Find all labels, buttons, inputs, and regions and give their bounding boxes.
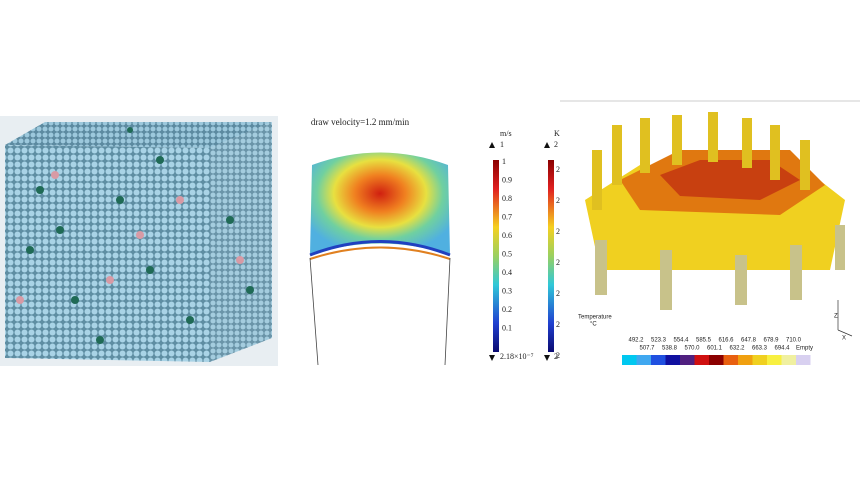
legend-label: 492.2	[628, 338, 644, 344]
legend-label: 507.7	[639, 346, 655, 352]
min-label: 2	[554, 352, 558, 361]
unit: m/s	[500, 129, 512, 138]
legend-swatch	[796, 355, 811, 365]
velocity-colorbar	[493, 160, 499, 352]
colorbar-label: 0.8	[502, 194, 512, 203]
legend-label: 647.8	[741, 338, 757, 344]
colorbar-label: 0.7	[502, 212, 512, 221]
legend-label: 585.5	[696, 338, 712, 344]
legend-swatch	[622, 355, 637, 365]
figure-title: draw velocity=1.2 mm/min	[311, 117, 410, 127]
max-label: 2	[554, 140, 558, 149]
legend-label: 710.0	[786, 338, 802, 344]
legend-swatch	[738, 355, 753, 365]
legend-swatch	[636, 355, 651, 365]
colorbar-label: 2	[556, 196, 560, 205]
legend-label: 601.1	[707, 346, 723, 352]
colorbar-label: 0.9	[502, 175, 512, 184]
outline	[309, 257, 451, 366]
arrow-up	[544, 142, 550, 148]
arrow-up	[489, 142, 495, 148]
colorbar-label: 2	[556, 227, 560, 236]
legend-swatch	[767, 355, 782, 365]
legend-label: Empty	[796, 346, 813, 352]
casting-hot	[660, 160, 800, 200]
flow-field	[310, 152, 450, 255]
legend-unit: °C	[590, 322, 597, 328]
colorbar-label: 0.3	[502, 286, 512, 295]
legend-label: 554.4	[673, 338, 689, 344]
legend-label: 523.3	[651, 338, 667, 344]
colorbar-label: 0.6	[502, 231, 512, 240]
colorbar-label: 0.1	[502, 323, 512, 332]
legend-swatch	[723, 355, 738, 365]
colorbar-label: 0.2	[502, 305, 512, 314]
max-label: 1	[500, 140, 504, 149]
interface	[309, 240, 451, 257]
legend-title: Temperature	[578, 315, 612, 321]
axis-label: Z	[834, 314, 838, 320]
legend-swatch	[680, 355, 695, 365]
axis-label: X	[842, 336, 846, 342]
legend-label: 694.4	[774, 346, 790, 352]
legend-swatch	[651, 355, 666, 365]
legend-label: 632.2	[729, 346, 745, 352]
colorbar-label: 0.4	[502, 268, 512, 277]
legend-label: 678.9	[763, 338, 779, 344]
arrow-down	[489, 355, 495, 361]
legend-swatch	[709, 355, 724, 365]
colorbar-label: 2	[556, 258, 560, 267]
legend-swatch	[752, 355, 767, 365]
min-label: 2.18×10⁻⁷	[500, 352, 534, 361]
colorbar-label: 1	[502, 157, 506, 166]
interface	[309, 246, 451, 260]
unit: K	[554, 129, 560, 138]
colorbar-label: 2	[556, 351, 560, 360]
atom-cube	[0, 116, 278, 366]
legend-swatch	[694, 355, 709, 365]
arrow-down	[544, 355, 550, 361]
temperature-colorbar	[548, 160, 554, 352]
legend-label: 616.6	[718, 338, 734, 344]
colorbar-label: 2	[556, 320, 560, 329]
casting-figure: Temperature °C Z X 492.2 523.3 554.4 585.5 6…	[560, 100, 860, 365]
colorbar-label: 2	[556, 289, 560, 298]
legend-swatch	[665, 355, 680, 365]
colorbar-label: 2	[556, 165, 560, 174]
legend-swatch	[781, 355, 796, 365]
colorbar-label: 0.5	[502, 249, 512, 258]
legend-label: 570.0	[684, 346, 700, 352]
legend-label: 663.3	[752, 346, 768, 352]
legend-label: 538.8	[662, 346, 678, 352]
flow-figure: draw velocity=1.2 mm/min m/s 1 2.18×10⁻⁷…	[309, 117, 560, 366]
